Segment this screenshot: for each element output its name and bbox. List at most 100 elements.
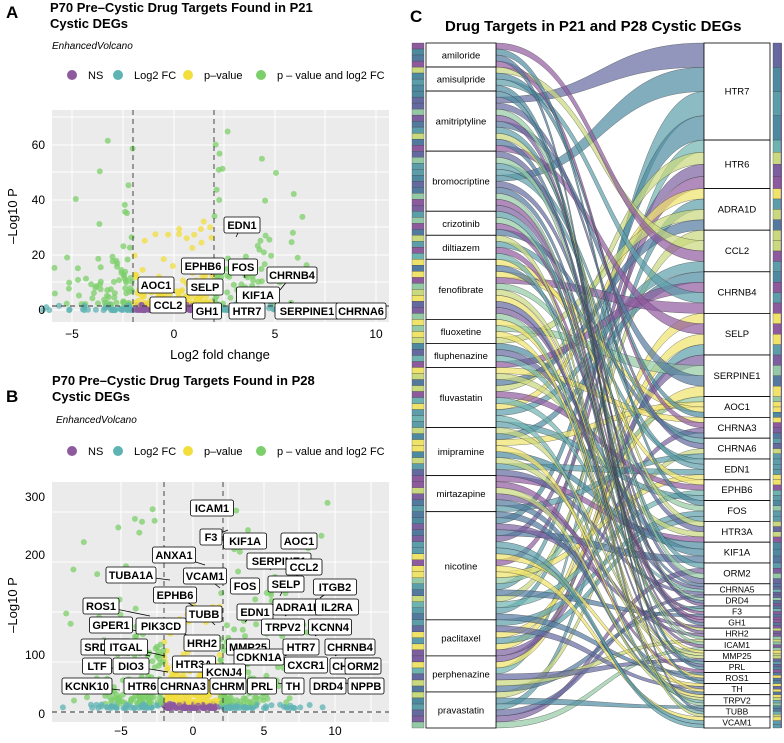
target-strip-segment — [772, 292, 782, 304]
target-strip-segment — [772, 683, 782, 687]
panel-b-xticks: −5 0 5 10 — [114, 724, 342, 738]
a-ytick-0: 0 — [38, 303, 45, 317]
target-strip-segment — [772, 261, 782, 272]
gene-label: F3 — [205, 532, 218, 544]
gene-label-box — [309, 677, 347, 695]
drug-strip-segment — [411, 487, 425, 494]
drug-label: amisulpride — [437, 75, 486, 86]
target-strip-segment — [772, 219, 782, 231]
drug-node — [425, 427, 497, 477]
target-label: F3 — [732, 607, 742, 617]
drug-strip-segment — [411, 355, 425, 362]
drug-strip-segment — [411, 60, 425, 68]
gene-label-box — [183, 634, 221, 652]
data-point — [158, 700, 165, 706]
drug-strip-segment — [411, 108, 425, 116]
data-point — [116, 277, 123, 284]
target-strip-segment — [772, 644, 782, 648]
drug-strip-segment — [411, 120, 425, 128]
gene-label: CDKN1A — [236, 652, 282, 664]
drug-strip-segment — [411, 271, 425, 278]
data-point — [180, 695, 186, 702]
b-xtick-10: 10 — [328, 724, 342, 738]
legend-p-dot — [183, 70, 193, 80]
gene-label-box — [199, 528, 223, 546]
panel-a-legend: NS Log2 FC p–value p – value and log2 FC — [67, 70, 385, 82]
b-ytick-100: 100 — [25, 648, 45, 662]
target-strip-segment — [772, 641, 782, 645]
target-strip-segment — [772, 453, 782, 460]
data-point — [176, 231, 183, 238]
data-point — [111, 294, 118, 301]
gene-label-box — [192, 302, 222, 320]
drug-label: fluphenazine — [434, 351, 488, 362]
data-point — [290, 191, 297, 197]
data-point — [286, 695, 293, 702]
data-point — [142, 703, 149, 710]
drug-strip-segment — [411, 415, 425, 422]
legend-ns-label: NS — [88, 446, 103, 458]
data-point — [319, 704, 326, 711]
gene-label: ITGB2 — [319, 582, 351, 594]
drug-strip-segment — [411, 277, 425, 284]
a-xtick-0: 0 — [171, 327, 178, 341]
data-point — [288, 239, 295, 246]
data-point — [136, 529, 143, 536]
gene-label: EPHB6 — [157, 590, 194, 602]
target-strip-segment — [772, 443, 782, 449]
gene-label-box — [186, 278, 224, 296]
target-strip-segment — [772, 661, 782, 665]
drug-strip-segment — [411, 337, 425, 344]
target-label: HTR3A — [721, 527, 753, 538]
gene-label-box — [61, 677, 113, 695]
drug-strip-segment — [411, 649, 425, 657]
target-strip-segment — [772, 495, 782, 501]
target-label: EDN1 — [724, 464, 749, 475]
drug-strip-segment — [411, 235, 425, 242]
target-strip-segment — [772, 573, 782, 579]
data-point — [242, 253, 249, 260]
target-strip-segment — [772, 591, 782, 596]
drug-strip-segment — [411, 331, 425, 338]
gene-label: TRPV2 — [265, 622, 300, 634]
drug-strip-segment — [411, 715, 425, 723]
gene-label: HTR6 — [128, 681, 157, 693]
target-strip-segment — [772, 406, 782, 413]
data-point — [208, 234, 215, 241]
data-point — [216, 651, 223, 658]
data-point — [215, 166, 222, 173]
data-point — [102, 692, 109, 699]
drug-strip-segment — [411, 157, 425, 164]
data-point — [226, 705, 233, 712]
data-point — [92, 306, 99, 313]
gene-label: CCL2 — [154, 300, 183, 312]
gene-label-box — [233, 648, 285, 666]
panel-b-legend: NS Log2 FC p–value p – value and log2 FC — [67, 446, 385, 458]
target-label: TH — [731, 684, 742, 694]
target-label: HRH2 — [725, 629, 748, 639]
target-label: FOS — [727, 506, 747, 517]
drug-strip-segment — [411, 721, 425, 729]
drug-label: paclitaxel — [441, 633, 481, 644]
gene-label-box — [181, 257, 225, 275]
drug-strip-segment — [411, 391, 425, 398]
data-point — [121, 201, 128, 208]
gene-label: ORM2 — [347, 661, 379, 673]
target-strip-segment — [772, 614, 782, 618]
gene-label: EDN1 — [240, 607, 269, 619]
data-point — [149, 506, 156, 513]
drug-strip-segment — [411, 529, 425, 536]
data-point — [80, 539, 87, 546]
legend-both-label: p – value and log2 FC — [277, 446, 385, 458]
target-strip-segment — [772, 578, 782, 584]
target-strip-segment — [772, 616, 782, 620]
data-point — [182, 705, 189, 712]
legend-fc-label: Log2 FC — [134, 70, 176, 82]
target-label: HTR6 — [725, 159, 750, 170]
panel-b-title-2: Cystic DEGs — [52, 389, 130, 404]
data-point — [124, 210, 130, 217]
gene-label-box — [105, 566, 157, 584]
drug-strip-segment — [411, 421, 425, 428]
gene-label: ITGAL — [110, 642, 143, 654]
